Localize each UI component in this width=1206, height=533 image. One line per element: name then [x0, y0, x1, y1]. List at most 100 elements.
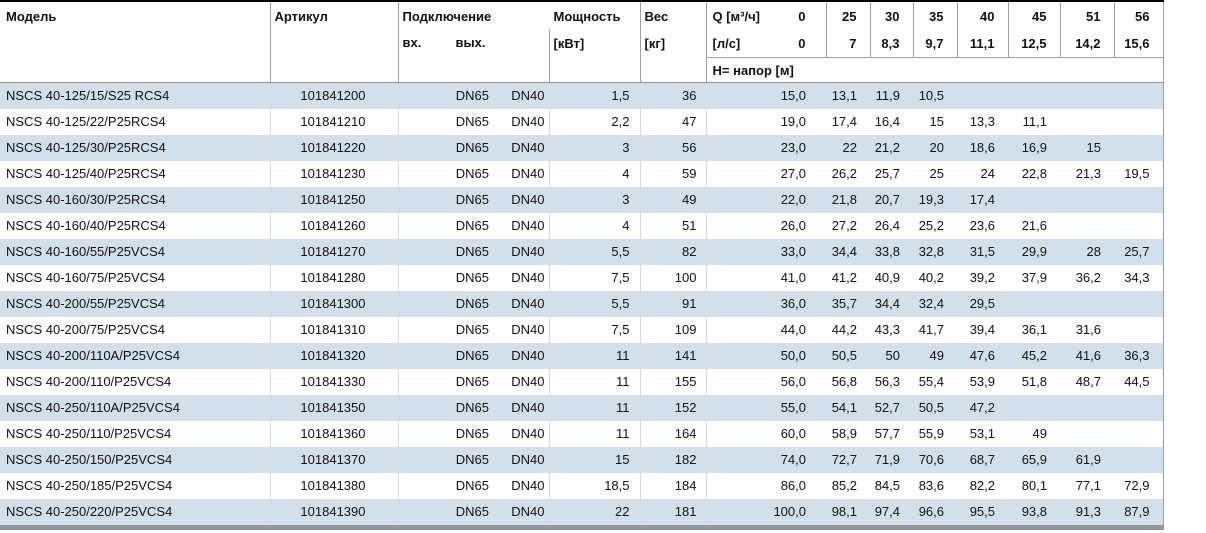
weight-cell: 164	[640, 421, 707, 447]
head-cell: 71,9	[874, 452, 900, 467]
outlet-cell: DN40	[492, 265, 550, 291]
head-cell	[1060, 421, 1114, 447]
column-header-flow-51: 51 14,2	[1060, 1, 1115, 58]
head-cell: 85,2	[831, 478, 857, 493]
head-cell	[1008, 187, 1060, 213]
outlet-cell: DN40	[492, 161, 550, 187]
model-cell: NSCS 40-125/15/S25 RCS4	[0, 82, 271, 109]
inlet-cell: DN65	[455, 478, 489, 493]
power-label-line2: [кВт]	[553, 36, 585, 51]
power-cell: 7,5	[549, 265, 641, 291]
head-cell-q0: 33,0	[780, 244, 806, 259]
head-cell	[1114, 213, 1163, 239]
column-header-flow-30: 30 8,3	[870, 1, 914, 58]
table-body: NSCS 40-125/15/S25 RCS4 101841200 DN65 D…	[0, 82, 1163, 528]
weight-cell: 56	[640, 135, 707, 161]
head-cell: 50	[885, 348, 900, 363]
head-cell: 21,6	[1021, 218, 1047, 233]
pump-spec-table: Модель Артикул Подключение Мощность [кВт…	[0, 0, 1164, 530]
column-header-weight: Вес [кг]	[640, 1, 707, 83]
article-cell: 101841310	[270, 317, 399, 343]
flow-m3h-value: 30	[885, 8, 900, 24]
head-cell	[1060, 291, 1114, 317]
head-cell: 17,4	[831, 114, 857, 129]
table-row: NSCS 40-250/220/P25VCS4 101841390 DN65 D…	[0, 499, 1163, 528]
article-cell: 101841270	[270, 239, 399, 265]
q-m3h-zero: 0	[798, 8, 806, 24]
inlet-cell: DN65	[455, 296, 489, 311]
article-cell: 101841250	[270, 187, 399, 213]
head-cell	[1114, 187, 1163, 213]
head-cell: 98,1	[831, 504, 857, 519]
head-cell-q0: 23,0	[780, 140, 806, 155]
inlet-cell: DN65	[455, 192, 489, 207]
power-cell: 4	[549, 213, 641, 239]
head-cell	[1008, 291, 1060, 317]
head-cell: 32,8	[918, 244, 944, 259]
head-cell: 32,4	[918, 296, 944, 311]
inlet-cell: DN65	[455, 452, 489, 467]
head-row-label: Н= напор [м]	[705, 57, 1163, 83]
head-cell: 10,5	[918, 88, 944, 103]
head-cell	[1114, 135, 1163, 161]
flow-ls-value: 7	[849, 36, 857, 51]
flow-m3h-value: 56	[1135, 8, 1150, 24]
head-cell: 17,4	[969, 192, 995, 207]
head-cell: 91,3	[1075, 504, 1101, 519]
q-m3h-label: Q [м³/ч]	[712, 8, 761, 24]
head-cell: 21,2	[874, 140, 900, 155]
head-cell: 44,2	[831, 322, 857, 337]
weight-cell: 100	[640, 265, 707, 291]
article-cell: 101841360	[270, 421, 399, 447]
head-cell: 21,8	[831, 192, 857, 207]
head-cell: 15	[1086, 140, 1101, 155]
power-cell: 4	[549, 161, 641, 187]
head-cell: 41,2	[831, 270, 857, 285]
head-cell: 43,3	[874, 322, 900, 337]
power-cell: 18,5	[549, 473, 641, 499]
inlet-cell: DN65	[455, 218, 489, 233]
power-cell: 11	[549, 369, 641, 395]
weight-cell: 109	[640, 317, 707, 343]
head-cell: 44,5	[1124, 374, 1150, 389]
head-cell: 20	[929, 140, 944, 155]
head-cell: 16,4	[874, 114, 900, 129]
head-cell	[1008, 83, 1060, 110]
head-cell: 50,5	[831, 348, 857, 363]
article-cell: 101841260	[270, 213, 399, 239]
model-cell: NSCS 40-250/110A/P25VCS4	[0, 395, 271, 421]
head-cell: 11,9	[875, 88, 900, 103]
model-cell: NSCS 40-200/110A/P25VCS4	[0, 343, 271, 369]
article-cell: 101841380	[270, 473, 399, 499]
head-cell: 87,9	[1124, 504, 1150, 519]
head-cell: 20,7	[874, 192, 900, 207]
article-cell: 101841210	[270, 109, 399, 135]
head-cell: 16,9	[1021, 140, 1047, 155]
head-cell: 72,7	[831, 452, 857, 467]
flow-m3h-value: 25	[842, 8, 857, 24]
head-cell: 26,4	[874, 218, 900, 233]
outlet-cell: DN40	[492, 135, 550, 161]
inlet-cell: DN65	[455, 348, 489, 363]
head-cell: 21,3	[1075, 166, 1101, 181]
head-cell: 47,6	[969, 348, 995, 363]
table-row: NSCS 40-125/22/P25RCS4 101841210 DN65 DN…	[0, 109, 1163, 135]
power-cell: 1,5	[549, 82, 641, 109]
head-cell: 97,4	[874, 504, 900, 519]
head-cell: 70,6	[918, 452, 944, 467]
power-cell: 22	[549, 499, 641, 528]
outlet-cell: DN40	[492, 369, 550, 395]
head-cell: 65,9	[1021, 452, 1047, 467]
head-cell: 47,2	[969, 400, 995, 415]
head-cell: 55,9	[918, 426, 944, 441]
head-cell: 25,7	[1124, 244, 1150, 259]
column-header-flow-45: 45 12,5	[1008, 1, 1061, 58]
weight-label-line2: [кг]	[644, 36, 666, 51]
head-cell: 96,6	[918, 504, 944, 519]
outlet-cell: DN40	[492, 473, 550, 499]
head-cell: 27,2	[831, 218, 857, 233]
article-cell: 101841350	[270, 395, 399, 421]
weight-cell: 91	[640, 291, 707, 317]
head-cell-q0: 15,0	[780, 88, 806, 103]
model-cell: NSCS 40-160/30/P25RCS4	[0, 187, 271, 213]
